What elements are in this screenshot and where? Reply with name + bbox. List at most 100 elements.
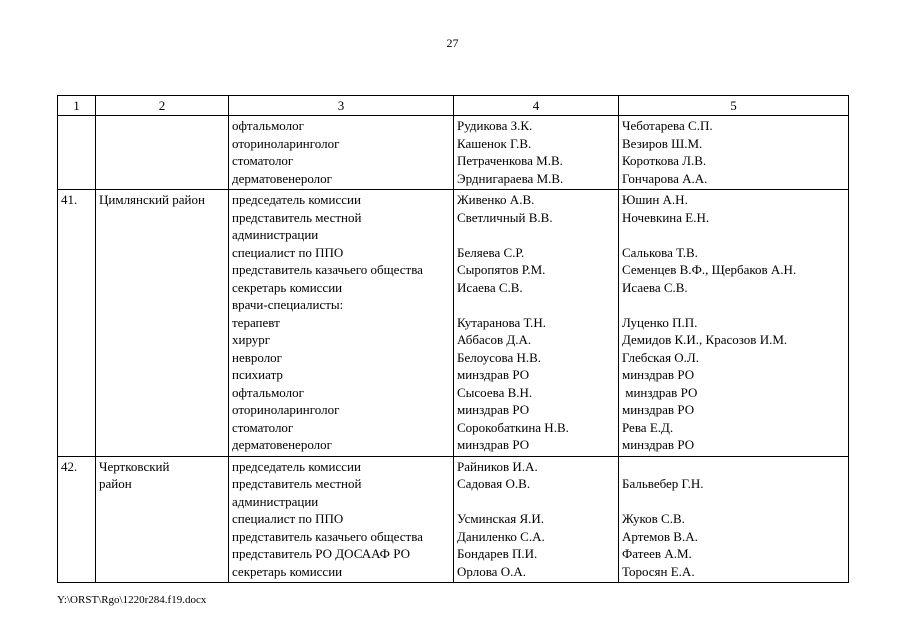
member-name-line: Светличный В.В. — [457, 209, 553, 225]
position-line: секретарь комиссии — [232, 563, 343, 579]
positions-cell: председатель комиссии представитель местн… — [228, 455, 454, 583]
position-line: стоматолог — [232, 153, 294, 168]
district-cell: Чертковский район — [95, 455, 229, 583]
member-name-line: Сорокобаткина Н.В. — [457, 419, 569, 435]
reserve-name-line: Рева Е.Д. — [622, 419, 674, 435]
member-name-line: минздрав РО — [457, 402, 530, 417]
reserve-name-line: минздрав РО — [622, 437, 695, 452]
position-line: оториноларинголог — [232, 402, 340, 417]
position-line: представитель казачьего общества — [232, 528, 423, 544]
table-header-row: 1 2 3 4 5 — [57, 95, 849, 116]
header-col-3: 3 — [228, 95, 454, 116]
member-name-line: Райников И.А. — [457, 458, 538, 474]
member-name-line: Рудикова З.К. — [457, 118, 533, 133]
reserve-name-line: Гончарова А.А. — [622, 170, 708, 186]
position-line: дерматовенеролог — [232, 170, 332, 186]
position-line: специалист по ППО — [232, 511, 344, 526]
reserve-name-line: Ночевкина Е.Н. — [622, 209, 710, 225]
reserve-name-line: Фатеев А.М. — [622, 546, 692, 561]
reserve-name-line: Короткова Л.В. — [622, 153, 707, 168]
position-line: офтальмолог — [232, 384, 304, 400]
position-line: представитель местной — [232, 209, 362, 225]
member-name-line: Орлова О.А. — [457, 563, 526, 579]
reserve-name-line — [622, 458, 845, 476]
row-number-cell: 42. — [57, 455, 96, 583]
reserve-name-line: минздрав РО — [622, 384, 698, 400]
reserve-name-line: Торосян Е.А. — [622, 563, 695, 579]
header-col-5: 5 — [618, 95, 849, 116]
table-row: 42. Чертковский район председатель комиссии… — [57, 455, 849, 583]
position-line: психиатр — [232, 367, 283, 382]
member-name-line — [457, 296, 615, 314]
row-number-cell — [57, 115, 96, 190]
table-row: офтальмолог оториноларинголог стоматолог де… — [57, 115, 849, 190]
members-cell: Райников И.А. Садовая О.В. Усминская Я.И. Д… — [453, 455, 619, 583]
reserve-cell: Бальвебер Г.Н. Жуков С.В. Артемов В.А. Фате… — [618, 455, 849, 583]
reserve-name-line: Жуков С.В. — [622, 511, 685, 526]
header-col-4: 4 — [453, 95, 619, 116]
page-number: 27 — [446, 36, 459, 50]
reserve-cell: Чеботарева С.П. Везиров Ш.М. Короткова Л.В… — [618, 115, 849, 190]
position-line: невролог — [232, 349, 283, 365]
table-body: офтальмолог оториноларинголог стоматолог де… — [57, 115, 849, 583]
document-file-path: Y:\ORST\Rgo\1220r284.f19.docx — [57, 594, 207, 606]
member-name-line: Аббасов Д.А. — [457, 332, 532, 347]
district-line: Цимлянский район — [99, 192, 205, 207]
header-col-1: 1 — [57, 95, 96, 116]
position-line: секретарь комиссии — [232, 279, 343, 295]
reserve-cell: Юшин А.Н. Ночевкина Е.Н. Салькова Т.В. Семе… — [618, 189, 849, 457]
reserve-name-line: Юшин А.Н. — [622, 192, 688, 207]
district-line: район — [99, 476, 132, 491]
member-name-line: Исаева С.В. — [457, 279, 523, 295]
reserve-name-line: Демидов К.И., Красозов И.М. — [622, 332, 788, 347]
reserve-name-line: Семенцев В.Ф., Щербаков А.Н. — [622, 262, 797, 277]
reserve-name-line: Глебская О.Л. — [622, 349, 700, 365]
reserve-name-line: Артемов В.А. — [622, 528, 698, 544]
members-cell: Живенко А.В. Светличный В.В. Беляева С.Р. С… — [453, 189, 619, 457]
reserve-name-line: Луценко П.П. — [622, 314, 698, 330]
position-line: представитель казачьего общества — [232, 262, 423, 277]
table-row: 41. Цимлянский район председатель комиссии… — [57, 189, 849, 457]
member-name-line: Бондарев П.И. — [457, 546, 538, 561]
reserve-name-line: Везиров Ш.М. — [622, 135, 703, 151]
position-line: председатель комиссии — [232, 458, 361, 474]
member-name-line: Садовая О.В. — [457, 476, 531, 491]
member-name-line: Сысоева В.Н. — [457, 384, 533, 400]
member-name-line: Эрднигараева М.В. — [457, 170, 564, 186]
member-name-line: Беляева С.Р. — [457, 244, 525, 260]
positions-cell: офтальмолог оториноларинголог стоматолог де… — [228, 115, 454, 190]
committee-table: 1 2 3 4 5 офтальмолог оториноларинголог ст… — [57, 95, 849, 583]
member-name-line: Даниленко С.А. — [457, 528, 545, 544]
position-line: офтальмолог — [232, 118, 304, 133]
position-line: представитель местной — [232, 476, 362, 491]
row-number-cell: 41. — [57, 189, 96, 457]
member-name-line: Кутаранова Т.Н. — [457, 314, 547, 330]
position-line: представитель РО ДОСААФ РО — [232, 546, 410, 561]
position-line: администрации — [232, 227, 319, 242]
member-name-line — [457, 226, 615, 244]
position-line: администрации — [232, 493, 319, 509]
member-name-line: Кашенок Г.В. — [457, 135, 532, 151]
position-line: специалист по ППО — [232, 244, 344, 260]
district-cell — [95, 115, 229, 190]
member-name-line: Живенко А.В. — [457, 192, 535, 207]
members-cell: Рудикова З.К. Кашенок Г.В. Петраченкова М.… — [453, 115, 619, 190]
reserve-name-line — [622, 226, 845, 244]
reserve-name-line: минздрав РО — [622, 367, 695, 382]
positions-cell: председатель комиссии представитель местн… — [228, 189, 454, 457]
reserve-name-line: Исаева С.В. — [622, 279, 688, 295]
position-line: дерматовенеролог — [232, 437, 332, 452]
district-cell: Цимлянский район — [95, 189, 229, 457]
member-name-line — [457, 493, 615, 511]
reserve-name-line: Салькова Т.В. — [622, 244, 698, 260]
reserve-name-line: Бальвебер Г.Н. — [622, 476, 704, 491]
member-name-line: Белоусова Н.В. — [457, 349, 542, 365]
district-line: Чертковский — [99, 458, 170, 474]
position-line: оториноларинголог — [232, 135, 340, 151]
position-line: председатель комиссии — [232, 192, 361, 207]
reserve-name-line — [622, 296, 845, 314]
member-name-line: Усминская Я.И. — [457, 511, 545, 526]
member-name-line: Петраченкова М.В. — [457, 153, 563, 168]
member-name-line: минздрав РО — [457, 367, 530, 382]
